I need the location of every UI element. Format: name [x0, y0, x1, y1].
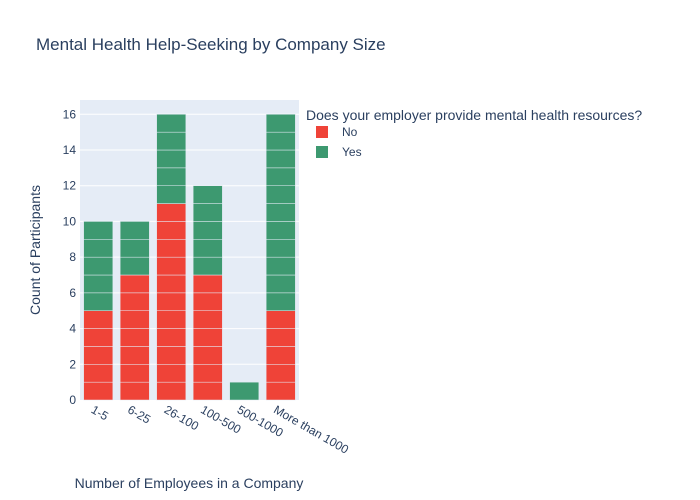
bar-segment-no	[265, 381, 296, 401]
y-tick-label: 2	[69, 357, 76, 371]
bar-segment-no	[119, 381, 150, 401]
bar-segment-yes	[83, 274, 114, 294]
chart-title: Mental Health Help-Seeking by Company Si…	[36, 35, 386, 54]
bar-segment-yes	[119, 221, 150, 240]
y-tick-label: 10	[63, 214, 77, 228]
bar-segment-yes	[192, 221, 223, 240]
y-tick-label: 16	[63, 107, 77, 121]
bar-segment-no	[156, 381, 187, 401]
bar-segment-yes	[265, 239, 296, 258]
bar-segment-yes	[156, 131, 187, 151]
bar-segment-no	[83, 346, 114, 365]
bar-segment-yes	[119, 239, 150, 258]
y-axis-title: Count of Participants	[27, 185, 43, 315]
bar-segment-no	[192, 381, 223, 401]
bar-segment-yes	[265, 203, 296, 222]
bar-segment-no	[156, 221, 187, 240]
bar-segment-no	[156, 203, 187, 222]
bar-segment-no	[119, 292, 150, 311]
bar-segment-no	[192, 328, 223, 347]
bar-segment-yes	[156, 185, 187, 204]
bar-segment-yes	[156, 167, 187, 186]
bar-segment-yes	[265, 274, 296, 294]
bar-segment-yes	[83, 221, 114, 240]
y-tick-label: 0	[69, 393, 76, 407]
x-tick-label: 1-5	[89, 402, 111, 423]
bar-segment-no	[119, 328, 150, 347]
bar-segment-no	[265, 328, 296, 347]
bar-segment-no	[83, 364, 114, 383]
bar-segment-yes	[265, 167, 296, 186]
y-axis-ticks: 0 2 4 6 8 10 12 14 16	[63, 107, 77, 407]
bar-segment-no	[156, 292, 187, 311]
bar-segment-no	[192, 274, 223, 294]
bar-segment-no	[192, 364, 223, 383]
bar-segment-yes	[192, 185, 223, 204]
bar-segment-yes	[192, 239, 223, 258]
bar-segment-no	[265, 346, 296, 365]
bar-segment-no	[119, 346, 150, 365]
bar-segment-no	[192, 346, 223, 365]
legend-label-no: No	[342, 125, 358, 139]
y-tick-label: 12	[63, 179, 77, 193]
y-tick-label: 14	[63, 143, 77, 157]
bar-segment-no	[119, 310, 150, 329]
bar-segment-yes	[265, 131, 296, 151]
legend: Does your employer provide mental health…	[306, 107, 642, 159]
bar-segment-no	[156, 274, 187, 294]
bar-segment-no	[156, 256, 187, 276]
bar-segment-no	[156, 364, 187, 383]
bar-segment-no	[83, 310, 114, 329]
bar-segment-yes	[192, 256, 223, 276]
bar-segment-no	[265, 310, 296, 329]
bar-segment-yes	[265, 149, 296, 169]
bar-segment-no	[265, 364, 296, 383]
grid-lines	[80, 113, 299, 365]
bar-segment-yes	[265, 114, 296, 133]
x-axis-title: Number of Employees in a Company	[75, 475, 304, 491]
bar-segment-yes	[156, 149, 187, 169]
y-tick-label: 4	[69, 322, 76, 336]
bar-segment-no	[192, 310, 223, 329]
y-tick-label: 8	[69, 250, 76, 264]
bar-segment-no	[156, 328, 187, 347]
y-tick-label: 6	[69, 286, 76, 300]
bar-segment-no	[156, 239, 187, 258]
bar-segment-no	[156, 346, 187, 365]
x-tick-label: 100-500	[198, 402, 243, 436]
bar-segment-yes	[192, 203, 223, 222]
bar-segment-no	[192, 292, 223, 311]
bar-segment-no	[119, 364, 150, 383]
bar-segment-no	[156, 310, 187, 329]
legend-title: Does your employer provide mental health…	[306, 107, 642, 123]
bar-segment-yes	[265, 292, 296, 311]
bar-segment-yes	[265, 185, 296, 204]
x-tick-label: 26-100	[162, 402, 202, 433]
bar-segment-no	[119, 274, 150, 294]
bar-segment-no	[83, 381, 114, 401]
legend-swatch-no	[316, 126, 328, 138]
bar-segment-yes	[119, 256, 150, 276]
bar-segment-yes	[83, 239, 114, 258]
bar-segment-no	[83, 328, 114, 347]
bar-segment-yes	[265, 221, 296, 240]
x-tick-label: 6-25	[125, 402, 153, 426]
bar-segment-yes	[83, 256, 114, 276]
legend-label-yes: Yes	[342, 145, 362, 159]
bar-segment-yes	[229, 381, 260, 401]
bar-segment-yes	[265, 256, 296, 276]
bar-segment-yes	[156, 114, 187, 133]
bars	[83, 114, 296, 401]
legend-swatch-yes	[316, 146, 328, 158]
bar-segment-yes	[83, 292, 114, 311]
